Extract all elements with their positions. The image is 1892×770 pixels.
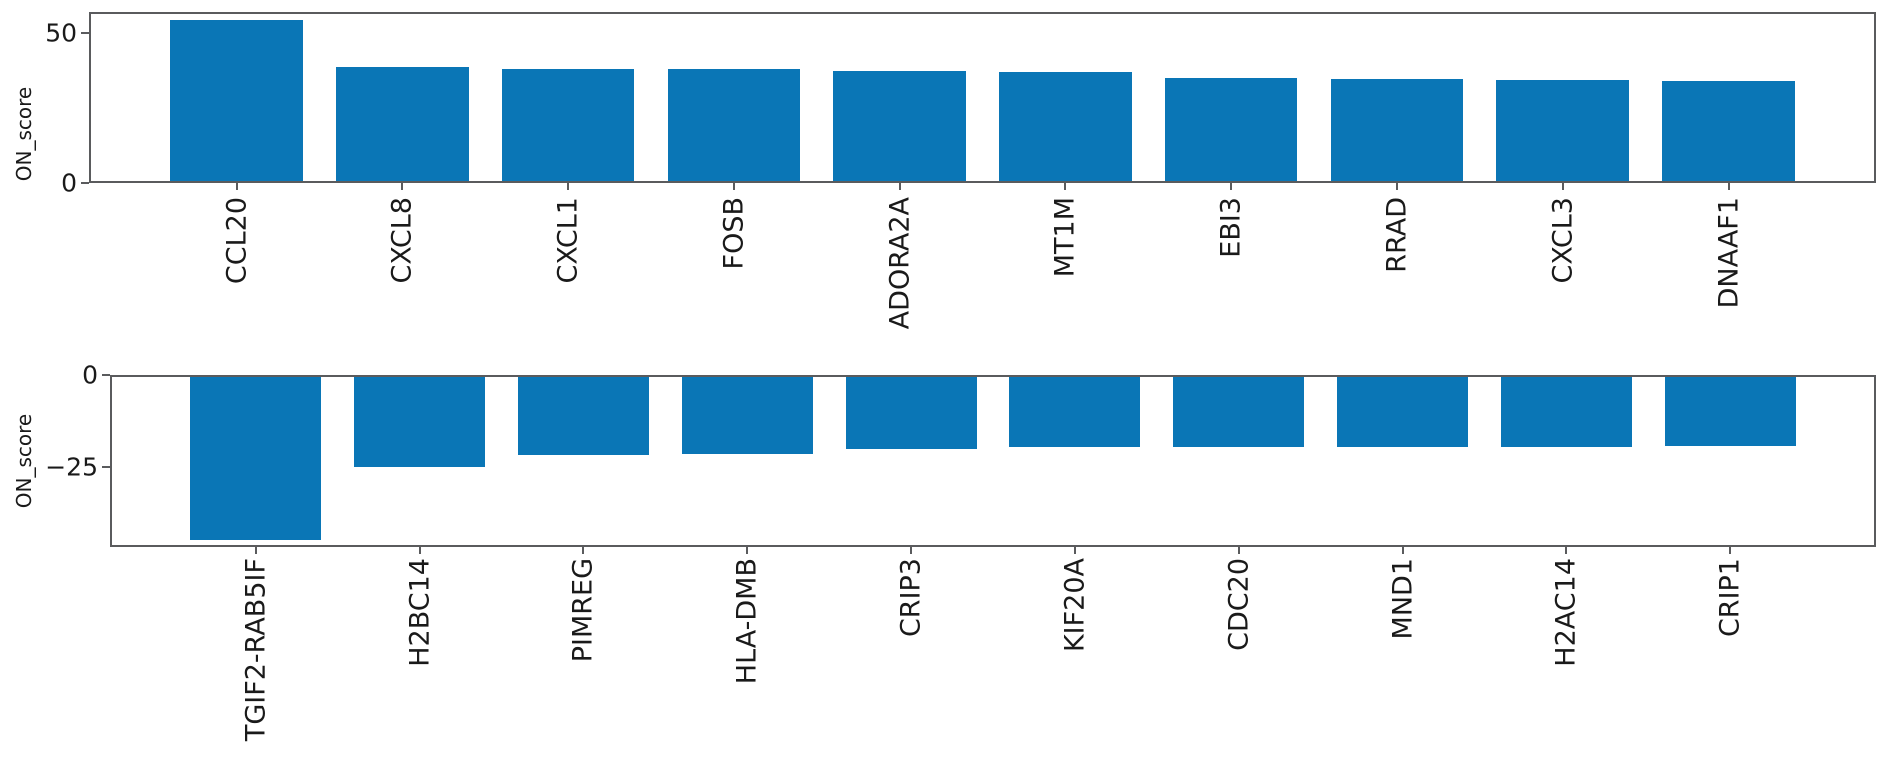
top-y-tick-label: 0 [61, 168, 77, 198]
bar-MT1M [999, 72, 1132, 183]
bottom-x-tickmark [1073, 547, 1076, 554]
x-tick-label-MND1: MND1 [1387, 558, 1419, 640]
bottom-y-tickmark [102, 374, 110, 376]
bar-CDC20 [1173, 375, 1305, 447]
top-x-tickmark [567, 183, 570, 190]
bar-PIMREG [517, 375, 649, 455]
x-tick-label-FOSB: FOSB [718, 197, 750, 270]
bar-CXCL8 [336, 67, 469, 183]
bottom-x-tickmark [910, 547, 913, 554]
x-tick-label-CDC20: CDC20 [1223, 558, 1255, 651]
top-x-tickmark [732, 183, 735, 190]
x-tick-label-ADORA2A: ADORA2A [884, 197, 916, 330]
bar-CXCL3 [1496, 79, 1629, 183]
top-x-tickmark [1230, 183, 1233, 190]
top-x-tickmark [1727, 183, 1730, 190]
bar-H2AC14 [1500, 375, 1632, 447]
x-tick-label-H2BC14: H2BC14 [404, 558, 436, 667]
x-tick-label-MT1M: MT1M [1049, 197, 1081, 278]
y-axis-label-bottom: ON_score [12, 413, 36, 509]
bar-HLA-DMB [681, 375, 813, 454]
bottom-x-tickmark [1401, 547, 1404, 554]
bar-FOSB [667, 69, 801, 183]
bottom-x-tickmark [1729, 547, 1732, 554]
top-x-tickmark [1395, 183, 1398, 190]
top-plot-area [89, 12, 1876, 183]
top-x-tickmark [898, 183, 901, 190]
bottom-x-tickmark [1237, 547, 1240, 554]
x-tick-label-CXCL3: CXCL3 [1547, 197, 1579, 284]
x-tick-label-EBI3: EBI3 [1215, 197, 1247, 258]
bar-DNAAF1 [1662, 80, 1795, 183]
top-x-tickmark [1561, 183, 1564, 190]
bottom-axes-frame [110, 375, 1876, 547]
bar-CRIP1 [1664, 375, 1796, 447]
bottom-x-tickmark [582, 547, 585, 554]
top-y-tick-label: 50 [45, 18, 77, 48]
x-tick-label-CCL20: CCL20 [220, 197, 252, 285]
bottom-y-tick-label: 0 [82, 360, 98, 390]
bottom-x-tickmark [254, 547, 257, 554]
bar-CXCL1 [501, 69, 635, 183]
bar-H2BC14 [354, 375, 486, 468]
x-tick-label-CRIP3: CRIP3 [895, 558, 927, 638]
x-tick-label-CXCL1: CXCL1 [552, 197, 584, 284]
bar-RRAD [1330, 78, 1464, 183]
x-tick-label-H2AC14: H2AC14 [1550, 558, 1582, 667]
bottom-x-tickmark [1565, 547, 1568, 554]
top-y-tickmark [81, 32, 89, 34]
top-axes-frame [89, 12, 1876, 183]
x-tick-label-RRAD: RRAD [1381, 197, 1413, 273]
x-tick-label-TGIF2-RAB5IF: TGIF2-RAB5IF [240, 558, 272, 742]
top-y-tickmark [81, 182, 89, 184]
bottom-x-tickmark [746, 547, 749, 554]
bottom-plot-area [110, 375, 1876, 547]
x-tick-label-CXCL8: CXCL8 [386, 197, 418, 284]
x-tick-label-CRIP1: CRIP1 [1714, 558, 1746, 638]
bar-KIF20A [1009, 375, 1141, 448]
bar-CCL20 [170, 19, 303, 183]
bar-TGIF2-RAB5IF [190, 375, 322, 540]
x-tick-label-PIMREG: PIMREG [567, 558, 599, 663]
top-x-tickmark [1064, 183, 1067, 190]
top-x-tickmark [235, 183, 238, 190]
bottom-x-tickmark [418, 547, 421, 554]
x-tick-label-DNAAF1: DNAAF1 [1712, 197, 1744, 309]
y-axis-label-top: ON_score [12, 86, 36, 182]
x-tick-label-KIF20A: KIF20A [1059, 558, 1091, 653]
bar-CRIP3 [845, 375, 977, 449]
bottom-y-tick-label: −25 [45, 452, 98, 482]
bottom-y-tickmark [102, 466, 110, 469]
bar-ADORA2A [833, 71, 966, 183]
x-tick-label-HLA-DMB: HLA-DMB [731, 558, 763, 685]
top-x-tickmark [401, 183, 404, 190]
bar-MND1 [1337, 375, 1469, 447]
bar-EBI3 [1164, 78, 1298, 183]
